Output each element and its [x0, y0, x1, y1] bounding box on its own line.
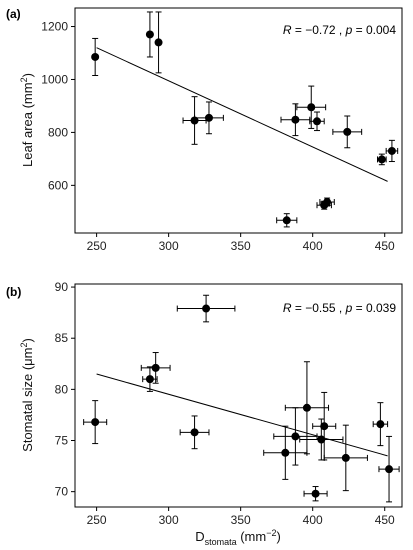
- data-point: [377, 153, 387, 166]
- data-point: [276, 213, 298, 228]
- point-marker: [145, 30, 154, 39]
- y-tick-label: 1000: [41, 72, 68, 86]
- point-marker: [281, 448, 290, 457]
- point-marker: [204, 113, 213, 122]
- x-tick-label: 400: [303, 239, 323, 253]
- x-tick-label: 250: [87, 513, 107, 527]
- data-point: [176, 294, 236, 323]
- regression-line: [96, 373, 388, 457]
- panel-b-ylabel: Stomatal size (μm2): [19, 338, 35, 452]
- y-tick-label: 85: [55, 331, 69, 345]
- data-point: [263, 425, 308, 480]
- point-marker: [151, 363, 160, 372]
- panel-b-ticks: 250 300 350 400 450 70 75 80 85 90: [55, 280, 395, 527]
- data-point: [303, 486, 328, 502]
- y-tick-label: 800: [48, 125, 68, 139]
- data-point: [154, 11, 163, 74]
- panel-a-ylabel: Leaf area (mm2): [19, 73, 35, 167]
- panel-b: (b) R = −0.55 , p = 0.039 Stomatal size …: [6, 280, 403, 547]
- data-point: [145, 11, 154, 58]
- data-point: [179, 415, 210, 450]
- panel-a-stat: R = −0.72 , p = 0.004: [283, 23, 396, 37]
- data-point: [312, 391, 337, 461]
- y-tick-label: 90: [55, 280, 69, 294]
- point-marker: [341, 453, 350, 462]
- point-marker: [376, 420, 385, 429]
- point-marker: [313, 117, 322, 126]
- y-tick-label: 70: [55, 485, 69, 499]
- panel-a-ticks: 250 300 350 400 450 600 800 1000 1200: [41, 20, 395, 253]
- data-point: [296, 85, 327, 129]
- x-tick-label: 400: [303, 513, 323, 527]
- x-tick-label: 300: [159, 239, 179, 253]
- regression-line: [96, 47, 388, 182]
- panel-a-points: [91, 11, 399, 228]
- point-marker: [307, 103, 316, 112]
- x-tick-label: 300: [159, 513, 179, 527]
- panel-b-label: (b): [6, 285, 21, 299]
- panel-a-fit-line: [96, 47, 388, 182]
- data-point: [284, 361, 330, 455]
- point-marker: [323, 198, 332, 207]
- point-marker: [317, 435, 326, 444]
- data-point: [309, 111, 325, 132]
- x-tick-label: 450: [375, 239, 395, 253]
- data-point: [83, 400, 108, 445]
- point-marker: [302, 403, 311, 412]
- panel-a-label: (a): [6, 7, 21, 21]
- x-tick-label: 450: [375, 513, 395, 527]
- point-marker: [202, 304, 211, 313]
- point-marker: [154, 38, 163, 47]
- data-point: [280, 103, 311, 137]
- y-tick-label: 80: [55, 382, 69, 396]
- data-point: [378, 435, 400, 503]
- data-point: [332, 115, 363, 149]
- point-marker: [145, 375, 154, 384]
- point-marker: [190, 428, 199, 437]
- panel-b-xlabel: Dstomata (mm−2): [195, 528, 281, 547]
- data-point: [142, 366, 158, 392]
- data-point: [140, 352, 171, 384]
- data-point: [273, 407, 318, 466]
- x-tick-label: 350: [231, 513, 251, 527]
- data-point: [91, 37, 100, 76]
- point-marker: [291, 115, 300, 124]
- point-marker: [387, 146, 396, 155]
- data-point: [319, 197, 335, 207]
- point-marker: [311, 489, 320, 498]
- data-point: [385, 139, 399, 163]
- point-marker: [282, 216, 291, 225]
- y-tick-label: 75: [55, 434, 69, 448]
- panel-b-frame: [74, 283, 403, 508]
- y-tick-label: 600: [48, 178, 68, 192]
- x-tick-label: 250: [87, 239, 107, 253]
- panel-b-points: [83, 294, 400, 503]
- panel-a-frame: [74, 7, 403, 234]
- data-point: [194, 101, 224, 135]
- point-marker: [91, 52, 100, 61]
- point-marker: [291, 432, 300, 441]
- point-marker: [385, 465, 394, 474]
- panel-b-fit-line: [96, 373, 388, 457]
- data-point: [323, 424, 368, 492]
- data-point: [372, 402, 389, 447]
- point-marker: [343, 127, 352, 136]
- point-marker: [91, 418, 100, 427]
- x-tick-label: 350: [231, 239, 251, 253]
- panel-a: (a) R = −0.72 , p = 0.004 Leaf area (mm2…: [6, 7, 403, 253]
- y-tick-label: 1200: [41, 20, 68, 34]
- panel-b-stat: R = −0.55 , p = 0.039: [283, 301, 396, 315]
- point-marker: [377, 155, 386, 164]
- point-marker: [320, 422, 329, 431]
